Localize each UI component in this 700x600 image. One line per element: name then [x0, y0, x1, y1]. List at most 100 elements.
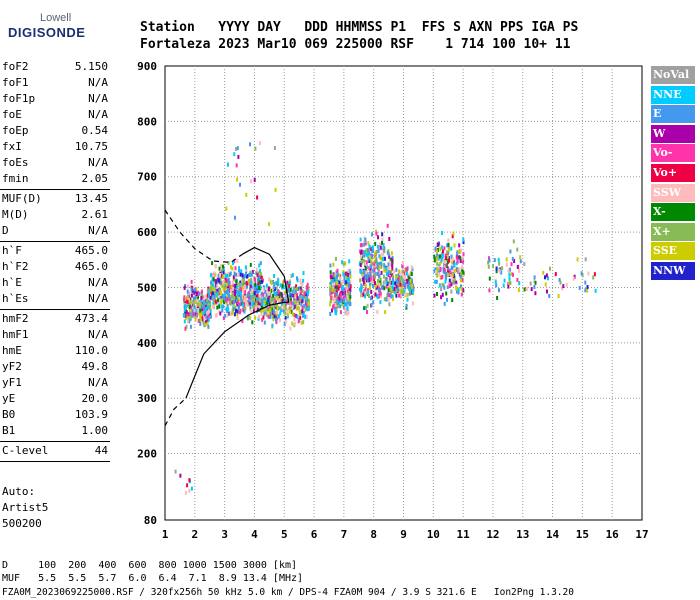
data-point: [455, 280, 458, 285]
data-point: [279, 283, 282, 288]
data-point: [186, 289, 189, 294]
data-point: [254, 282, 257, 287]
data-point: [461, 277, 464, 282]
data-point: [344, 307, 347, 312]
data-point: [236, 316, 239, 321]
param-value: 2.05: [81, 172, 109, 185]
data-point: [364, 283, 367, 288]
data-point: [232, 284, 234, 289]
data-point: [384, 310, 387, 315]
data-point: [286, 280, 289, 285]
data-point: [293, 297, 296, 301]
data-point: [254, 146, 257, 151]
data-point: [236, 146, 239, 151]
data-point: [405, 303, 408, 308]
data-point: [289, 297, 292, 302]
data-point: [385, 280, 388, 285]
y-tick-label: 900: [137, 60, 157, 73]
data-point: [210, 280, 213, 285]
data-point: [272, 310, 275, 314]
data-point: [361, 271, 363, 276]
data-point: [302, 278, 305, 283]
data-point: [369, 282, 371, 287]
data-point: [203, 303, 205, 308]
data-point: [293, 290, 295, 295]
data-point: [508, 281, 511, 286]
data-point: [240, 291, 242, 296]
data-point: [252, 305, 255, 310]
data-point: [402, 290, 405, 295]
data-point: [203, 306, 206, 311]
data-point: [455, 283, 457, 288]
data-point: [213, 288, 216, 293]
data-point: [282, 308, 285, 312]
data-point: [254, 315, 257, 320]
data-point: [329, 284, 332, 289]
param-value: 103.9: [74, 408, 108, 421]
legend-item: SSE: [651, 242, 695, 261]
data-point: [365, 291, 368, 296]
data-point: [446, 250, 448, 255]
param-label: h`F2: [2, 260, 29, 273]
data-point: [233, 152, 236, 157]
data-point: [220, 283, 223, 288]
data-point: [269, 315, 272, 320]
data-point: [345, 311, 348, 315]
data-point: [243, 295, 246, 300]
data-point: [488, 288, 491, 293]
data-point: [388, 280, 391, 285]
data-point: [228, 297, 231, 302]
data-point: [554, 272, 557, 277]
data-point: [546, 289, 548, 294]
data-point: [343, 294, 345, 299]
param-row: fmin 2.05: [2, 172, 108, 188]
data-point: [366, 278, 368, 283]
data-point: [219, 289, 222, 294]
x-tick-label: 17: [635, 528, 648, 541]
data-point: [212, 293, 215, 298]
data-point: [174, 469, 177, 474]
data-point: [285, 297, 288, 302]
data-point: [209, 289, 212, 294]
data-point: [245, 274, 248, 279]
data-point: [349, 294, 352, 299]
data-point: [458, 250, 461, 254]
data-point: [392, 274, 394, 279]
param-row: D N/A: [2, 224, 108, 240]
data-point: [293, 313, 296, 317]
data-point: [383, 249, 386, 254]
data-point: [525, 287, 528, 291]
data-point: [367, 248, 369, 253]
param-label: h`E: [2, 276, 22, 289]
x-tick-label: 9: [400, 528, 407, 541]
data-point: [214, 299, 217, 304]
param-row: h`E N/A: [2, 276, 108, 292]
data-point: [405, 271, 408, 276]
data-point: [193, 308, 196, 313]
y-tick-label: 300: [137, 392, 157, 405]
data-point: [452, 280, 455, 285]
data-point: [373, 281, 376, 285]
data-point: [242, 288, 245, 293]
data-point: [387, 262, 390, 267]
data-point: [408, 272, 411, 277]
data-point: [291, 289, 294, 294]
data-point: [373, 267, 376, 272]
data-point: [370, 289, 373, 294]
data-point: [238, 268, 240, 273]
data-point: [332, 283, 335, 288]
data-point: [233, 299, 236, 304]
x-tick-label: 2: [192, 528, 199, 541]
data-point: [283, 279, 286, 284]
data-point: [225, 290, 228, 295]
param-label: MUF(D): [2, 192, 42, 205]
y-tick-label: 700: [137, 171, 157, 184]
data-point: [349, 284, 352, 289]
data-point: [269, 279, 272, 284]
data-point: [362, 280, 365, 285]
data-point: [283, 290, 286, 295]
data-point: [275, 317, 277, 322]
data-point: [391, 294, 394, 299]
data-point: [205, 312, 208, 317]
data-point: [272, 280, 274, 285]
